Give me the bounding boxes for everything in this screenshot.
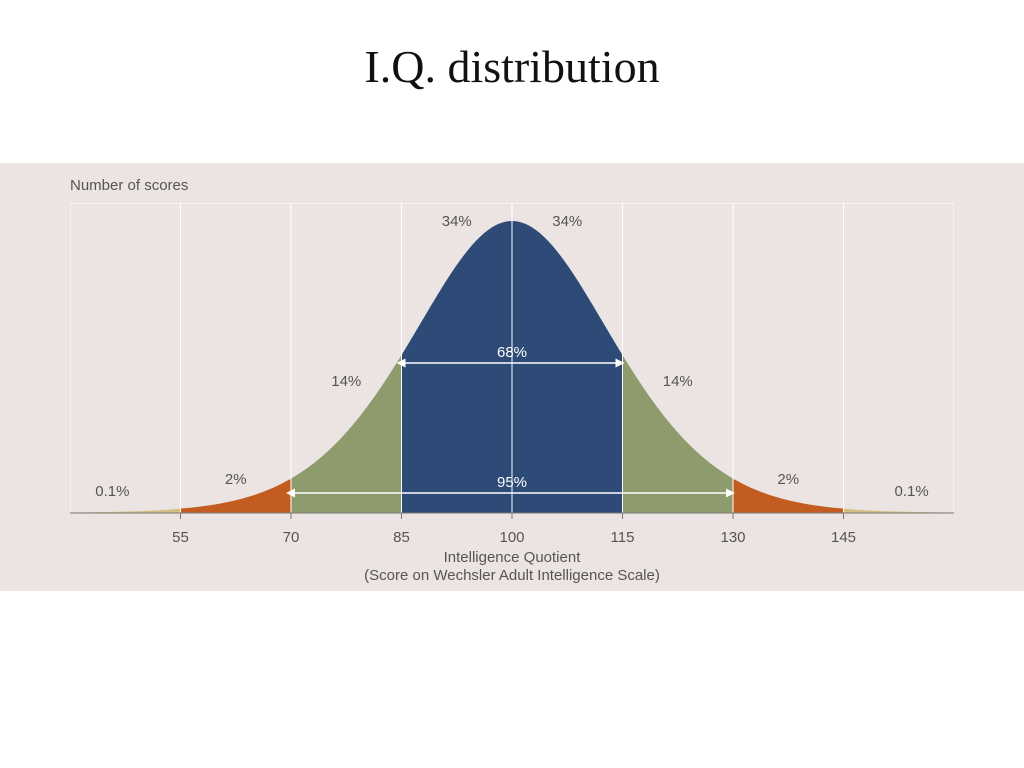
- x-tick-label: 130: [720, 529, 745, 546]
- x-tick-label: 85: [393, 529, 410, 546]
- x-tick-label: 70: [283, 529, 300, 546]
- ci-label: 68%: [497, 344, 527, 361]
- band-label: 2%: [225, 471, 247, 488]
- x-axis-label-line1: Intelligence Quotient: [0, 549, 1024, 566]
- x-tick-label: 115: [611, 529, 635, 546]
- x-tick-label: 145: [831, 529, 856, 546]
- band-label: 0.1%: [95, 483, 129, 500]
- plot-area: 0.1% 2% 14% 34% 34% 14% 2% 0.1% 68% 95%: [70, 203, 954, 523]
- slide-title: I.Q. distribution: [0, 40, 1024, 93]
- x-axis-label-line2: (Score on Wechsler Adult Intelligence Sc…: [0, 567, 1024, 584]
- band-label: 14%: [331, 373, 361, 390]
- y-axis-label: Number of scores: [70, 177, 188, 194]
- ci-label: 95%: [497, 474, 527, 491]
- band-label: 34%: [442, 213, 472, 230]
- x-tick-label: 100: [499, 529, 524, 546]
- band-label: 14%: [663, 373, 693, 390]
- chart-panel: Number of scores 0.1%2%14%34%34%14%2%0.1…: [0, 163, 1024, 591]
- band-label: 2%: [777, 471, 799, 488]
- slide: I.Q. distribution Number of scores 0.1% 2…: [0, 0, 1024, 768]
- x-tick-label: 55: [172, 529, 189, 546]
- band-label: 34%: [552, 213, 582, 230]
- band-label: 0.1%: [895, 483, 929, 500]
